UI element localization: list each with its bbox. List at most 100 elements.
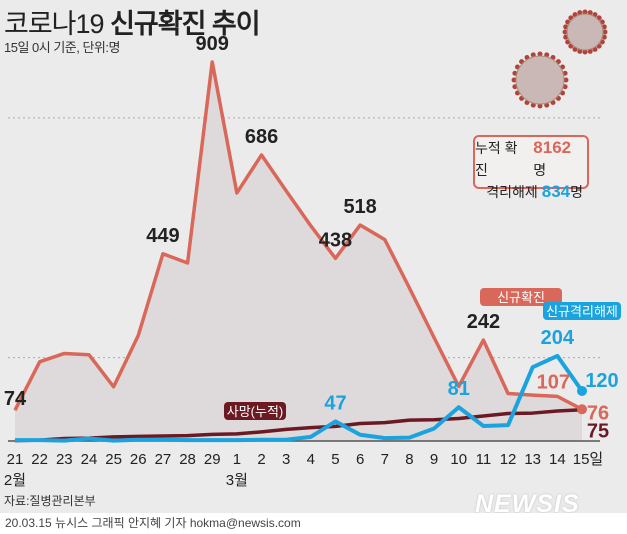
data-point [14, 439, 16, 441]
data-label: 438 [319, 229, 352, 251]
x-tick-label: 9 [430, 451, 438, 468]
x-tick-label: 15일 [573, 451, 604, 468]
virus-spike [602, 29, 608, 35]
data-point [458, 385, 460, 387]
data-point [433, 337, 435, 339]
virus-spike [511, 77, 517, 83]
data-label: 74 [4, 388, 27, 410]
data-point [236, 439, 238, 441]
x-tick-label: 21 [7, 451, 24, 468]
data-point [384, 422, 386, 424]
data-point [433, 419, 435, 421]
x-tick-label: 5 [331, 451, 339, 468]
series-tag-label: 사망(누적) [227, 404, 284, 419]
subtitle: 15일 0시 기준, 단위:명 [4, 40, 120, 55]
data-point [334, 420, 336, 422]
data-point [359, 434, 361, 436]
data-point [261, 154, 263, 156]
title-light: 코로나19 [4, 9, 111, 39]
cum-value: 8162 [533, 138, 572, 157]
data-point [261, 431, 263, 433]
virus-icon [515, 55, 565, 105]
month-label: 3월 [226, 472, 248, 489]
month-label: 2월 [4, 472, 26, 489]
virus-icon [566, 13, 604, 51]
series-line-2 [14, 407, 583, 443]
data-label: 909 [196, 33, 229, 55]
release-label: 격리해제 [486, 184, 538, 200]
data-label: 120 [585, 370, 618, 392]
data-point [211, 433, 213, 435]
data-point [458, 417, 460, 419]
data-point [384, 437, 386, 439]
data-point [88, 437, 90, 439]
unit: 명 [533, 162, 547, 178]
unit: 명 [570, 184, 583, 200]
series-tag [543, 302, 621, 320]
data-point [63, 352, 65, 354]
data-point [359, 224, 361, 226]
data-point [211, 439, 213, 441]
x-tick-label: 29 [204, 451, 221, 468]
data-point [507, 412, 509, 414]
virus-spike [563, 77, 569, 83]
data-point [162, 439, 164, 441]
cum-label: 누적 확진 [475, 140, 518, 178]
data-point [14, 409, 16, 411]
x-tick-label: 23 [56, 451, 73, 468]
virus-spike [582, 9, 588, 15]
data-point [482, 425, 484, 427]
data-point [39, 439, 41, 441]
virus-spike [582, 49, 588, 55]
end-point [577, 385, 587, 396]
data-point [482, 339, 484, 341]
data-point [507, 392, 509, 394]
data-point [532, 366, 534, 368]
data-point [88, 354, 90, 356]
data-point [359, 422, 361, 424]
data-point [507, 424, 509, 426]
virus-spike [562, 29, 568, 35]
data-point [261, 439, 263, 441]
data-point [187, 435, 189, 437]
series-line-1 [15, 353, 584, 443]
summary-box: 누적 확진 8162명 격리해제 834명 [473, 135, 589, 201]
x-tick-label: 12 [500, 451, 517, 468]
virus-spike [537, 103, 543, 109]
data-point [408, 437, 410, 439]
data-label: 242 [467, 311, 500, 333]
data-label: 76 [587, 402, 609, 424]
data-point [310, 427, 312, 429]
series-tag-label: 신규확진 [497, 290, 545, 305]
data-point [39, 361, 41, 363]
x-tick-label: 11 [476, 451, 492, 468]
data-point [556, 355, 558, 357]
data-point [162, 435, 164, 437]
x-tick-label: 26 [130, 451, 147, 468]
data-point [137, 335, 139, 337]
footer-credit: 20.03.15 뉴시스 그래픽 안지혜 기자 hokma@newsis.com [0, 513, 627, 534]
data-point [113, 440, 115, 442]
x-tick-label: 14 [549, 451, 566, 468]
data-point [137, 435, 139, 437]
data-point [236, 192, 238, 194]
x-tick-label: 27 [155, 451, 172, 468]
data-point [334, 257, 336, 259]
x-tick-label: 8 [405, 451, 413, 468]
data-label: 686 [245, 126, 278, 148]
data-point [408, 419, 410, 421]
area-fill [15, 62, 582, 441]
series-tag [224, 402, 286, 420]
data-point [532, 394, 534, 396]
release-value: 834 [541, 182, 571, 201]
data-point [113, 386, 115, 388]
data-point [113, 436, 115, 438]
x-tick-label: 2 [257, 451, 265, 468]
data-label: 204 [541, 327, 575, 349]
data-point [310, 436, 312, 438]
x-tick-label: 28 [179, 451, 196, 468]
data-point [137, 439, 139, 441]
page-title: 코로나19 신규확진 추이 [4, 2, 261, 41]
data-point [211, 61, 213, 63]
data-point [285, 190, 287, 192]
